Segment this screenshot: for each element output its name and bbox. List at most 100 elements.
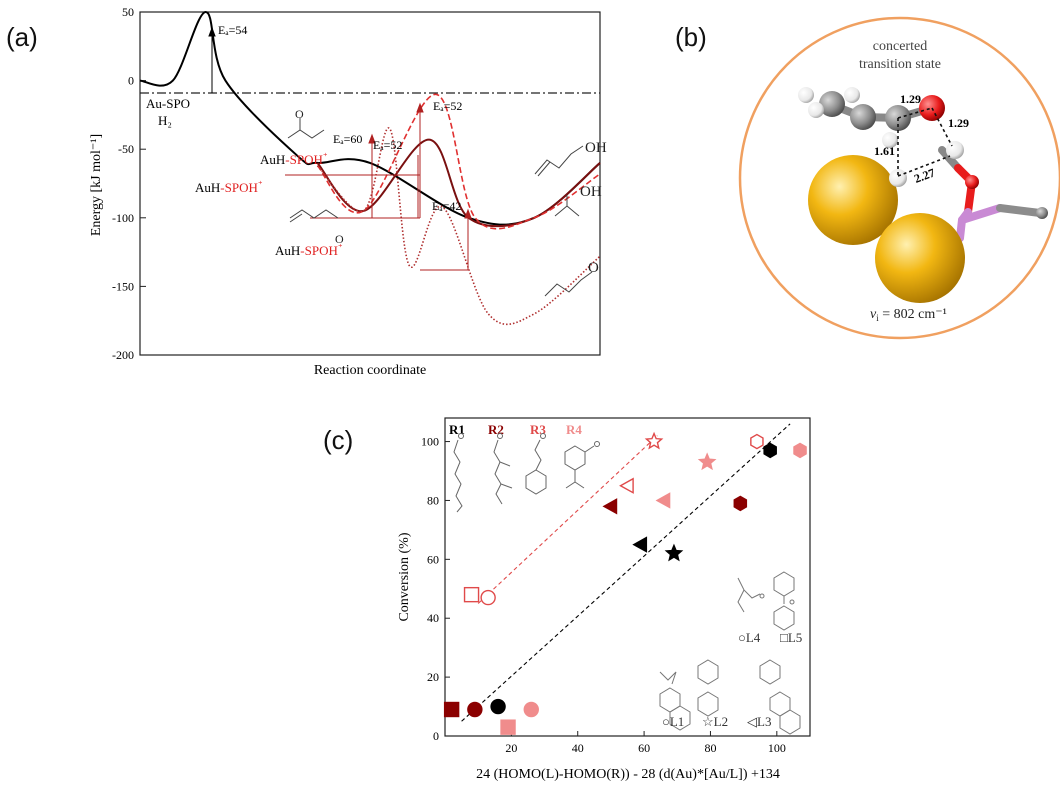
ligand-label-l3: ◁L3 [747,714,771,729]
data-point-circle [480,589,496,606]
ea-label-60: Eₐ=60 [333,132,362,146]
y-tick-label: -50 [118,142,134,156]
species-auh-spoh-3: AuH-SPOH⁺ [275,242,343,258]
y-tick-label: 100 [421,435,439,449]
energy-profile-3 [316,93,601,230]
species-auh-spoh-1: AuH-SPOH⁺ [260,151,328,167]
y-tick-label: 20 [427,670,439,684]
ea-label-42: Eₐ=42 [432,199,461,213]
ts-title-line2: transition state [859,57,941,72]
ligand-structures [659,571,801,735]
chart-c: 20 40 60 80 100 0 20 40 60 80 100 Conversion (%) 2… [397,417,811,782]
oxygen-atom-spo [965,175,979,189]
svg-text:O: O [588,260,599,276]
svg-text:OH: OH [580,184,602,200]
ligand-label-l4: ○L4 [738,630,761,645]
molecule-allyl-alcohol: OH [534,140,607,177]
hydrogen-atom [882,132,898,148]
bond-length-2: 1.29 [948,116,969,130]
species-auh-spoh-2: AuH-SPOH⁺ [195,179,263,195]
reactant-label-r3: R3 [530,422,546,437]
molecule-panel: concerted transition state [738,16,1060,340]
x-tick-label: 80 [704,741,716,755]
data-point-triangle [619,477,634,494]
reactant-label-r1: R1 [449,422,465,437]
molecule-propanal: O [544,260,599,297]
energy-profile-4 [316,127,601,326]
hydrogen-atom-transfer [889,169,907,187]
reactant-structures [453,433,600,513]
svg-text:O: O [295,107,304,121]
fit-line-2 [461,423,791,722]
hydrogen-atom-transfer [946,141,964,159]
y-axis-label: Energy [kJ mol⁻¹] [89,134,104,236]
data-point-triangle [602,498,618,515]
svg-text:OH: OH [585,140,607,156]
x-tick-label: 40 [572,741,584,755]
data-point-hexagon [733,495,748,512]
data-point-triangle [655,492,671,509]
y-tick-label: 0 [433,729,439,743]
x-axis-label-c: 24 (HOMO(L)-HOMO(R)) - 28 (d(Au)*[Au/L])… [476,767,780,782]
reactant-label-r4: R4 [566,422,582,437]
fit-line-1 [477,435,658,604]
data-point-hexagon [763,442,777,459]
chart-a: 50 0 -50 -100 -150 -200 Energy [kJ mol⁻¹] Rea… [89,5,607,378]
data-point-triangle [632,536,648,553]
molecule-acrolein-bottom: O [289,209,344,246]
y-tick-label: 50 [122,5,134,19]
hydrogen-atom [844,87,860,103]
hydrogen-atom [798,87,814,103]
chart-a-frame [139,11,601,356]
ts-dashed-bonds [897,107,953,177]
panel-label-a: (a) [6,22,38,52]
imaginary-frequency: νi = 802 cm⁻¹ [870,307,947,323]
bond-length-4: 2.27 [912,165,937,185]
arrowhead [208,26,216,37]
x-tick-label: 20 [505,741,517,755]
y-tick-label: 40 [427,611,439,625]
data-point-circle [490,698,506,715]
energy-profile-1 [139,10,601,226]
bond-length-3: 1.61 [874,144,895,158]
data-point-square [500,719,516,735]
ea-label-52-top: Eₐ=52 [433,99,462,113]
ligand-label-l2: ☆L2 [702,714,728,729]
gold-atom-2 [875,213,965,303]
ts-title-line1: concerted [873,39,927,54]
data-point-star [644,431,664,450]
y-tick-label: -150 [112,279,134,293]
y-tick-label: -200 [112,348,134,362]
ea-label-54: Eₐ=54 [218,23,247,37]
x-axis-label: Reaction coordinate [314,363,426,378]
y-tick-label: 80 [427,493,439,507]
y-tick-label: 60 [427,552,439,566]
molecule-acrolein-top: O [287,107,325,139]
data-point-circle [467,701,483,718]
gold-atom-1 [808,155,898,245]
carbon-atom [1036,207,1048,219]
species-h2: H₂ [158,113,172,128]
data-point-star [664,543,684,562]
panel-label-b: (b) [675,22,707,52]
arrowhead [368,133,376,144]
barrier-arrows [208,26,216,93]
y-tick-label: -100 [112,211,134,225]
data-point-square [443,701,460,718]
molecule-isopropanol: OH [554,184,602,217]
ea-label-52-mid: Eₐ=52 [373,138,402,152]
x-tick-label: 100 [768,741,786,755]
data-point-star [697,452,717,471]
panel-label-c: (c) [323,425,354,455]
hydrogen-atom [808,102,824,118]
reactant-label-r2: R2 [488,422,504,437]
carbon-atom [819,91,845,117]
data-point-circle [523,701,539,718]
x-tick-label: 60 [638,741,650,755]
chart-c-frame [444,417,811,737]
y-axis-label-c: Conversion (%) [397,532,412,621]
species-au-spo: Au-SPO [146,96,190,111]
arrowhead [416,102,424,113]
y-tick-label: 0 [128,74,134,88]
